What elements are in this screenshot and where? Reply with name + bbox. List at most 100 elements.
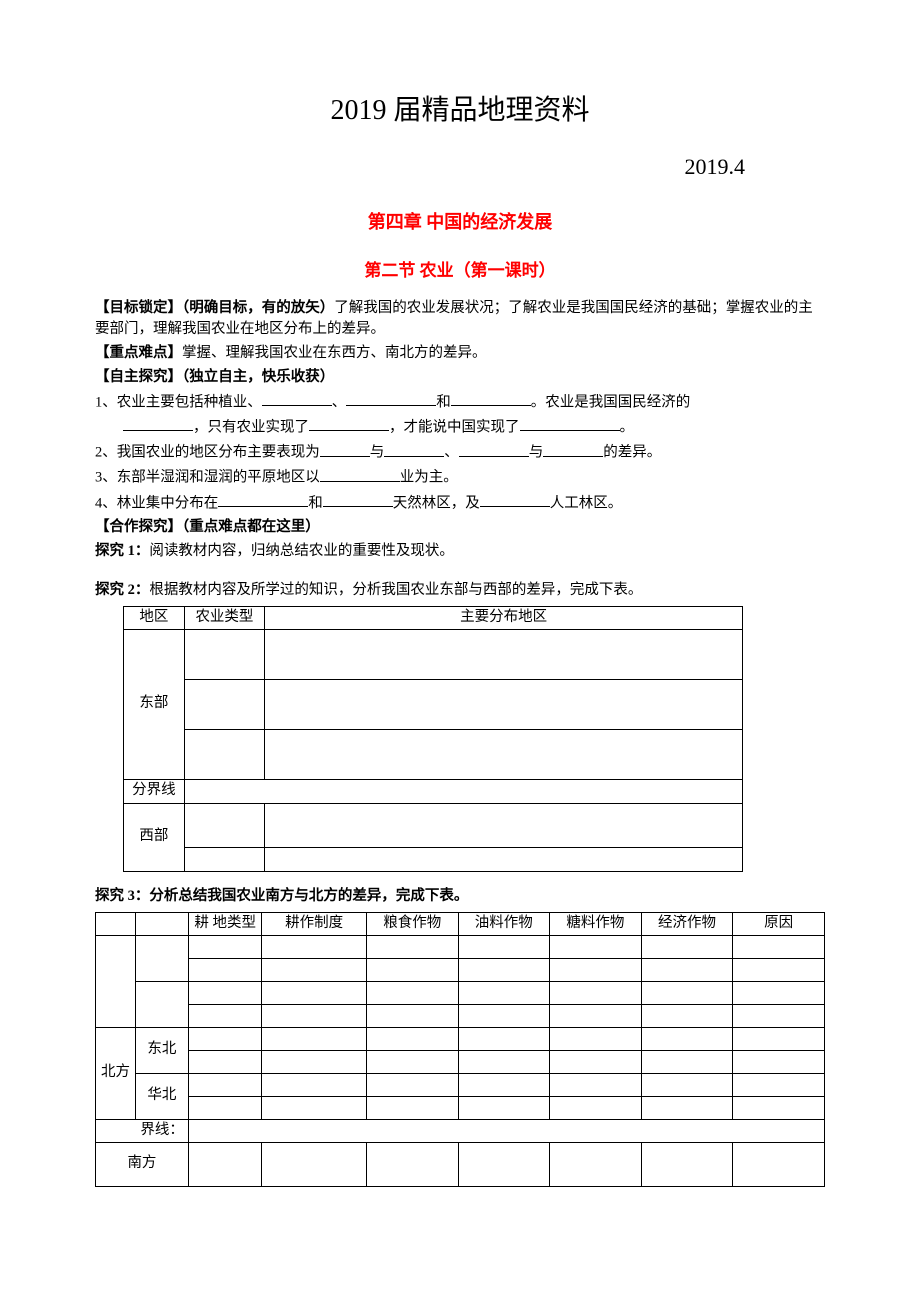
t2-cell [458,1027,550,1050]
page-root: 2019 届精品地理资料 2019.4 第四章 中国的经济发展 第二节 农业（第… [0,0,920,1261]
tq2-body: 根据教材内容及所学过的知识，分析我国农业东部与西部的差异，完成下表。 [149,582,642,598]
q3-b: 业为主。 [400,470,458,486]
t2-cell [366,1142,458,1186]
t2-cell [550,1004,642,1027]
table-east-west: 地区 农业类型 主要分布地区 东部 分界线 西部 [123,606,743,872]
q4-line: 4、林业集中分布在和天然林区，及人工林区。 [95,492,825,515]
q2-c: 、 [444,445,459,461]
t2-cell [188,1096,262,1119]
section-title: 第二节 农业（第一课时） [95,258,825,284]
t2-cell [641,1073,733,1096]
t2-cell [135,981,188,1027]
t1-cell [265,847,743,871]
t2-cell [262,1142,367,1186]
t2-cell [550,1142,642,1186]
q1-line: 1、农业主要包括种植业、 、 和 。农业是我国国民经济的 [95,391,825,414]
q3-a: 3、东部半湿润和湿润的平原地区以 [95,470,320,486]
q3-line: 3、东部半湿润和湿润的平原地区以 业为主。 [95,466,825,489]
t2-cell [641,981,733,1004]
t2-cell [733,981,825,1004]
t2-cell [366,1027,458,1050]
t2-cell [366,1004,458,1027]
blank [123,416,193,432]
blank [218,492,308,508]
t2-cell [366,935,458,958]
t2-cell [641,1027,733,1050]
blank [451,391,531,407]
t2-boundary: 界线： [96,1119,189,1142]
t2-nc: 华北 [135,1073,188,1119]
t2-cell [458,1004,550,1027]
table-north-south: 耕 地类型 耕作制度 粮食作物 油料作物 糖料作物 经济作物 原因 [95,912,825,1187]
t2-north: 北方 [96,1027,136,1119]
blank [323,492,393,508]
t1-cell [184,803,265,847]
t2-cell [733,1004,825,1027]
t2-cell [733,935,825,958]
t1-cell [265,629,743,679]
t1-cell [184,779,742,803]
coop-label: 【合作探究】（重点难点都在这里） [95,517,825,539]
t2-h-sys: 耕作制度 [262,912,367,935]
t1-divider: 分界线 [124,779,185,803]
t2-cell [188,1073,262,1096]
t2-cell [550,1027,642,1050]
q4-d: 人工林区。 [550,495,623,511]
main-title: 2019 届精品地理资料 [95,90,825,132]
t2-cell [135,912,188,935]
t2-cell [262,1027,367,1050]
t1-east: 东部 [124,629,185,779]
t1-h-region: 地区 [124,607,185,630]
t1-cell [184,729,265,779]
keypoint-label: 【重点难点】 [95,345,182,361]
t2-cell [458,1096,550,1119]
q1-a: 1、农业主要包括种植业、 [95,394,262,410]
q2-d: 与 [529,445,544,461]
t2-cell [458,1142,550,1186]
target-para: 【目标锁定】（明确目标，有的放矢）了解我国的农业发展状况；了解农业是我国国民经济… [95,298,825,342]
blank [346,391,436,407]
t2-cell [262,1096,367,1119]
t2-cell [262,1050,367,1073]
q1-d: 。农业是我国国民经济的 [531,394,691,410]
t2-cell [641,1004,733,1027]
q1-b: 、 [332,394,347,410]
date-line: 2019.4 [95,150,825,183]
t1-cell [265,803,743,847]
t2-cell [733,958,825,981]
q2-a: 2、我国农业的地区分布主要表现为 [95,445,320,461]
q1-g: 。 [620,419,635,435]
t2-ne: 东北 [135,1027,188,1073]
t1-west: 西部 [124,803,185,871]
tq2-label: 探究 2： [95,582,149,598]
t2-cell [550,1096,642,1119]
chapter-title: 第四章 中国的经济发展 [95,209,825,236]
t2-cell [262,1073,367,1096]
t2-cell [733,1142,825,1186]
t2-cell [550,981,642,1004]
t2-h-oil: 油料作物 [458,912,550,935]
t2-cell [366,1073,458,1096]
t2-cell [366,958,458,981]
blank [309,416,389,432]
t2-cell [366,1096,458,1119]
t2-h-econ: 经济作物 [641,912,733,935]
q1-line2: ，只有农业实现了，才能说中国实现了。 [95,416,825,439]
t2-cell [135,935,188,981]
q1-c: 和 [436,394,451,410]
t2-cell [96,935,136,1027]
t2-cell [96,912,136,935]
t2-h-sugar: 糖料作物 [550,912,642,935]
t2-cell [458,1050,550,1073]
t2-cell [733,1050,825,1073]
t2-cell [641,1096,733,1119]
q4-b: 和 [308,495,323,511]
blank [320,466,400,482]
q4-c: 天然林区，及 [393,495,480,511]
t2-cell [262,1004,367,1027]
tq1-line: 探究 1：阅读教材内容，归纳总结农业的重要性及现状。 [95,541,825,563]
gap [95,564,825,578]
t2-cell [262,981,367,1004]
t2-cell [733,1073,825,1096]
t1-cell [265,729,743,779]
